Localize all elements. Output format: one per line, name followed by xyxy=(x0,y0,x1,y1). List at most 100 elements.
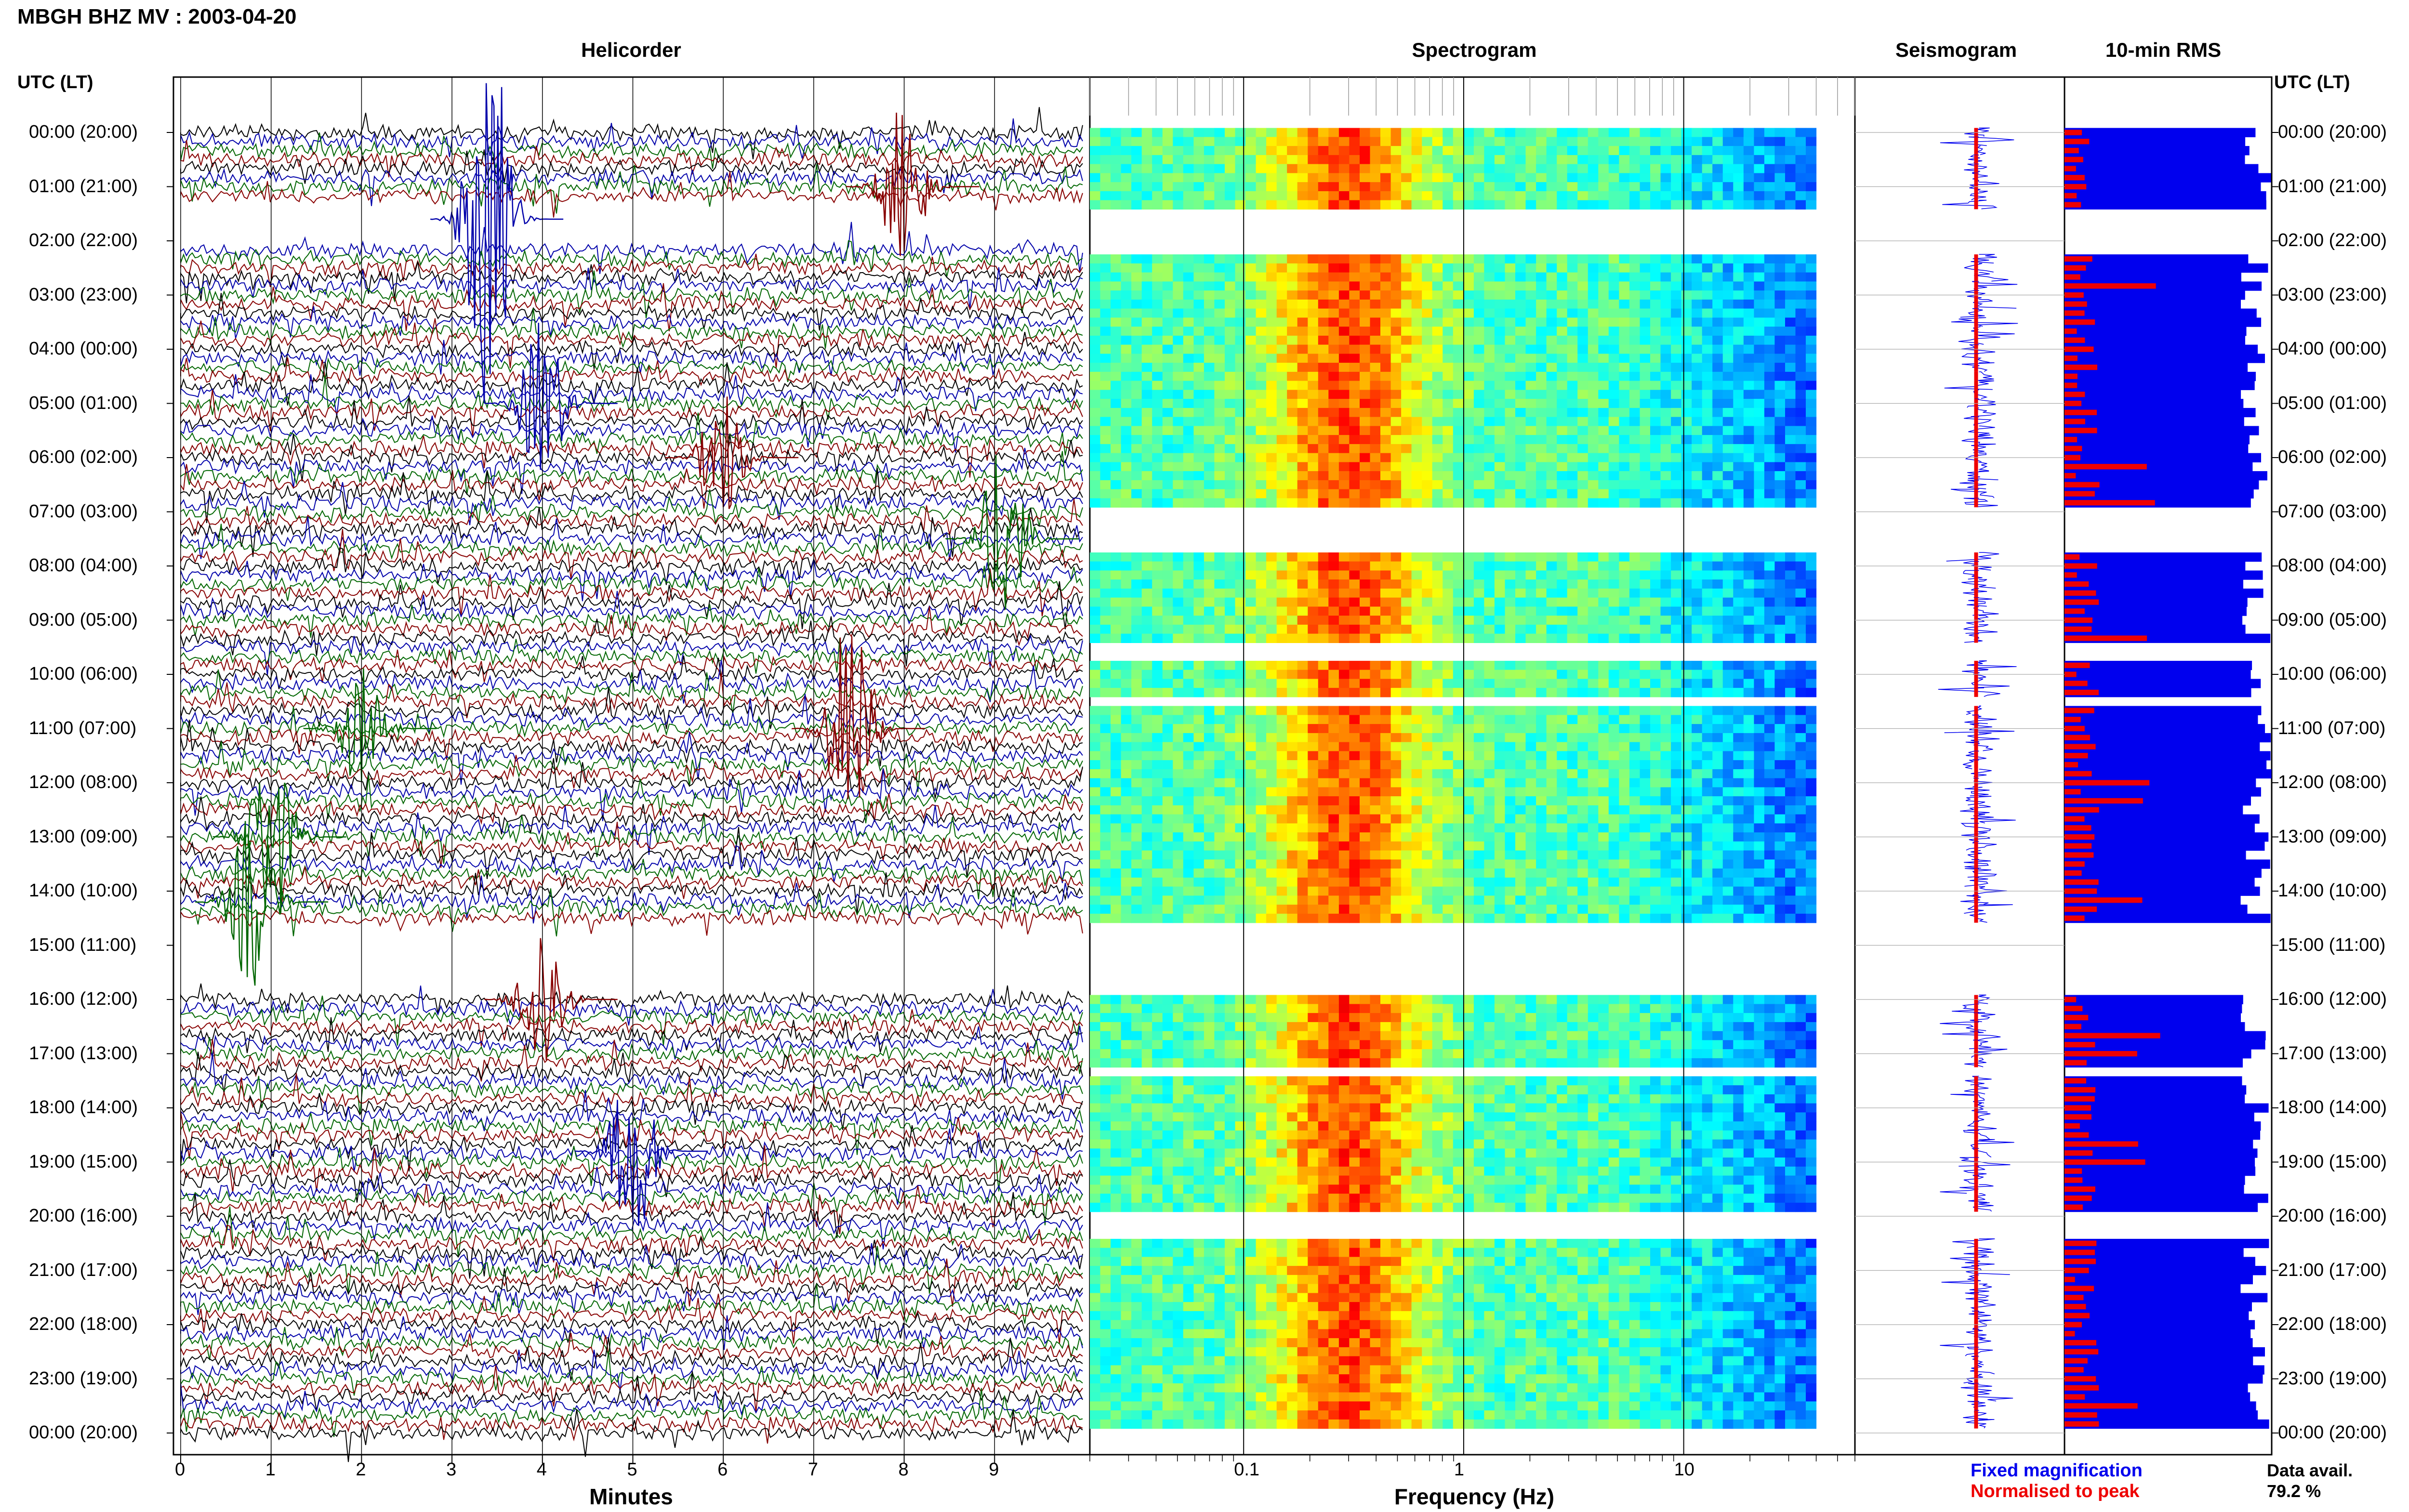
spectrogram-cell xyxy=(1443,498,1454,508)
spectrogram-cell xyxy=(1536,733,1547,743)
spectrogram-cell xyxy=(1494,597,1505,607)
spectrogram-cell xyxy=(1567,814,1578,824)
spectrogram-cell xyxy=(1338,724,1350,734)
spectrogram-cell xyxy=(1173,814,1184,824)
spectrogram-cell xyxy=(1131,371,1142,381)
spectrogram-cell xyxy=(1100,408,1111,418)
spectrogram-cell xyxy=(1722,742,1734,751)
spectrogram-cell xyxy=(1702,760,1713,770)
spectrogram-cell xyxy=(1276,471,1287,481)
spectrogram-cell xyxy=(1401,371,1412,381)
spectrogram-cell xyxy=(1515,399,1526,408)
spectrogram-cell xyxy=(1463,317,1474,327)
spectrogram-cell xyxy=(1401,308,1412,318)
spectrogram-cell xyxy=(1204,327,1215,336)
spectrogram-cell xyxy=(1390,200,1402,210)
spectrogram-cell xyxy=(1214,552,1225,562)
spectrogram-cell xyxy=(1702,561,1713,571)
spectrogram-cell xyxy=(1090,616,1101,625)
spectrogram-cell xyxy=(1536,616,1547,625)
spectrogram-cell xyxy=(1722,191,1734,201)
spectrogram-cell xyxy=(1660,733,1671,743)
spectrogram-cell xyxy=(1536,299,1547,309)
spectrogram-cell xyxy=(1774,796,1786,806)
spectrogram-cell xyxy=(1692,670,1703,679)
helicorder-trace xyxy=(180,293,1083,331)
spectrogram-cell xyxy=(1131,317,1142,327)
spectrogram-cell xyxy=(1328,796,1339,806)
spectrogram-cell xyxy=(1525,408,1536,418)
spectrogram-cell xyxy=(1629,335,1640,345)
spectrogram-cell xyxy=(1525,155,1536,165)
spectrogram-cell xyxy=(1557,624,1568,634)
spectrogram-cell xyxy=(1214,354,1225,363)
spectrogram-cell xyxy=(1629,444,1640,454)
spectrogram-cell xyxy=(1473,769,1484,779)
spectrogram-cell xyxy=(1432,173,1443,183)
spectrogram-cell xyxy=(1536,263,1547,273)
spectrogram-cell xyxy=(1453,579,1464,589)
spectrogram-cell xyxy=(1774,778,1786,788)
spectrogram-cell xyxy=(1193,281,1204,291)
spectrogram-cell xyxy=(1640,588,1651,598)
spectrogram-cell xyxy=(1235,679,1246,688)
spectrogram-cell xyxy=(1525,760,1536,770)
spectrogram-cell xyxy=(1774,471,1786,481)
spectrogram-cell xyxy=(1619,281,1630,291)
spectrogram-cell xyxy=(1722,660,1734,671)
spectrogram-cell xyxy=(1650,633,1661,643)
helicorder-trace xyxy=(180,755,1083,793)
spectrogram-cell xyxy=(1484,371,1495,381)
helicorder-trace xyxy=(180,1224,1083,1262)
spectrogram-cell xyxy=(1401,805,1412,815)
spectrogram-cell xyxy=(1308,742,1319,751)
spectrogram-cell xyxy=(1380,706,1391,715)
spectrogram-cell xyxy=(1577,724,1588,734)
spectrogram-cell xyxy=(1712,561,1723,571)
spectrogram-cell xyxy=(1577,751,1588,761)
spectrogram-cell xyxy=(1090,796,1101,806)
spectrogram-cell xyxy=(1764,778,1775,788)
spectrogram-cell xyxy=(1245,751,1257,761)
spectrogram-cell xyxy=(1193,706,1204,715)
spectrogram-cell xyxy=(1546,742,1557,751)
spectrogram-cell xyxy=(1629,363,1640,372)
spectrogram-cell xyxy=(1774,670,1786,679)
spectrogram-cell xyxy=(1266,787,1277,797)
spectrogram-cell xyxy=(1276,444,1287,454)
spectrogram-cell xyxy=(1754,579,1765,589)
spectrogram-cell xyxy=(1484,173,1495,183)
spectrogram-cell xyxy=(1546,706,1557,715)
spectrogram-cell xyxy=(1525,164,1536,173)
spectrogram-cell xyxy=(1390,859,1402,869)
spectrogram-cell xyxy=(1287,317,1298,327)
spectrogram-cell xyxy=(1370,344,1381,354)
spectrogram-cell xyxy=(1473,832,1484,842)
spectrogram-cell xyxy=(1225,570,1236,580)
spectrogram-cell xyxy=(1681,660,1692,671)
spectrogram-cell xyxy=(1650,263,1661,273)
spectrogram-cell xyxy=(1692,344,1703,354)
spectrogram-cell xyxy=(1297,191,1308,201)
spectrogram-cell xyxy=(1453,272,1464,282)
spectrogram-cell xyxy=(1225,155,1236,165)
spectrogram-cell xyxy=(1712,191,1723,201)
spectrogram-cell xyxy=(1193,733,1204,743)
spectrogram-cell xyxy=(1432,354,1443,363)
spectrogram-cell xyxy=(1380,787,1391,797)
spectrogram-cell xyxy=(1484,624,1495,634)
spectrogram-cell xyxy=(1256,624,1267,634)
spectrogram-cell xyxy=(1598,552,1609,562)
spectrogram-cell xyxy=(1733,597,1744,607)
spectrogram-cell xyxy=(1453,715,1464,724)
spectrogram-cell xyxy=(1131,814,1142,824)
spectrogram-cell xyxy=(1308,381,1319,390)
spectrogram-cell xyxy=(1494,390,1505,399)
spectrogram-cell xyxy=(1193,805,1204,815)
spectrogram-cell xyxy=(1328,128,1339,137)
spectrogram-cell xyxy=(1141,471,1152,481)
spectrogram-cell xyxy=(1722,570,1734,580)
spectrogram-cell xyxy=(1432,606,1443,616)
spectrogram-cell xyxy=(1162,182,1173,192)
spectrogram-cell xyxy=(1225,308,1236,318)
